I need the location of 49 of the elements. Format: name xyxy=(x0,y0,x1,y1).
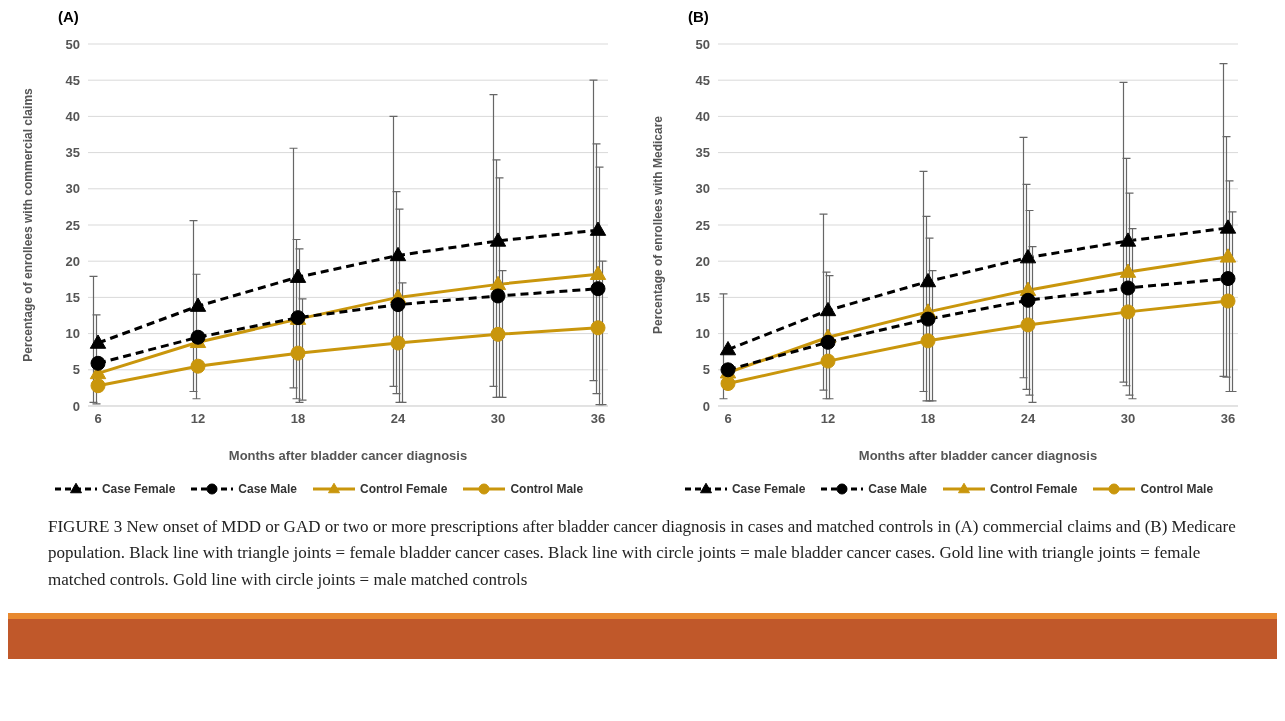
y-tick-label: 0 xyxy=(702,398,710,414)
y-tick-label: 20 xyxy=(65,253,80,269)
x-tick-label: 18 xyxy=(290,411,306,427)
y-tick-label: 10 xyxy=(65,326,80,342)
legend-label: Control Female xyxy=(359,482,448,496)
chart-title: (A) xyxy=(58,8,79,25)
x-tick-label: 18 xyxy=(920,411,936,427)
y-tick-label: 25 xyxy=(695,217,710,233)
y-tick-label: 35 xyxy=(695,145,710,161)
x-tick-label: 12 xyxy=(190,411,206,427)
y-tick-label: 30 xyxy=(695,181,710,197)
x-tick-label: 24 xyxy=(1020,411,1036,427)
x-axis-title: Months after bladder cancer diagnosis xyxy=(858,448,1098,463)
y-tick-label: 15 xyxy=(65,290,80,306)
x-axis-title: Months after bladder cancer diagnosis xyxy=(228,448,468,463)
y-tick-label: 45 xyxy=(695,72,710,88)
legend-label: Control Female xyxy=(989,482,1078,496)
x-tick-label: 6 xyxy=(94,411,102,427)
legend-label: Case Female xyxy=(100,482,176,496)
chart-title: (B) xyxy=(688,8,709,25)
y-tick-label: 50 xyxy=(65,36,80,52)
x-tick-label: 6 xyxy=(724,411,732,427)
y-tick-label: 40 xyxy=(695,109,710,125)
legend-label: Control Male xyxy=(509,482,584,496)
legend-label: Case Female xyxy=(730,482,806,496)
y-tick-label: 10 xyxy=(695,326,710,342)
y-tick-label: 45 xyxy=(65,72,80,88)
y-tick-label: 5 xyxy=(72,362,80,378)
legend-label: Case Male xyxy=(867,482,928,496)
legend-label: Control Male xyxy=(1139,482,1214,496)
x-tick-label: 30 xyxy=(490,411,506,427)
y-tick-label: 25 xyxy=(65,217,80,233)
x-tick-label: 30 xyxy=(1120,411,1136,427)
y-tick-label: 15 xyxy=(695,290,710,306)
y-tick-label: 0 xyxy=(72,398,80,414)
y-tick-label: 5 xyxy=(702,362,710,378)
y-tick-label: 40 xyxy=(65,109,80,125)
y-tick-label: 30 xyxy=(65,181,80,197)
caption: FIGURE 3 New onset of MDD or GAD or two or more prescriptions after bladder cancer diagnosis in cases and matched controls in (A) commercial claims and (B) Medicare population. Black line with triangle joints = female bladder cancer cases. Black line with circle joints = male bladder cancer cases. Gold line with triangle joints = female matched controls. Gold line with circle joints = male matched controls xyxy=(48,516,1237,591)
y-axis-title: Percentage of enrollees with commercial claims xyxy=(21,87,36,362)
y-tick-label: 35 xyxy=(65,145,80,161)
legend-label: Case Male xyxy=(237,482,298,496)
x-tick-label: 36 xyxy=(1220,411,1236,427)
x-tick-label: 24 xyxy=(390,411,406,427)
y-tick-label: 20 xyxy=(695,253,710,269)
x-tick-label: 36 xyxy=(590,411,606,427)
y-axis-title: Percentage of enrollees with Medicare xyxy=(651,115,666,335)
x-tick-label: 12 xyxy=(820,411,836,427)
y-tick-label: 50 xyxy=(695,36,710,52)
